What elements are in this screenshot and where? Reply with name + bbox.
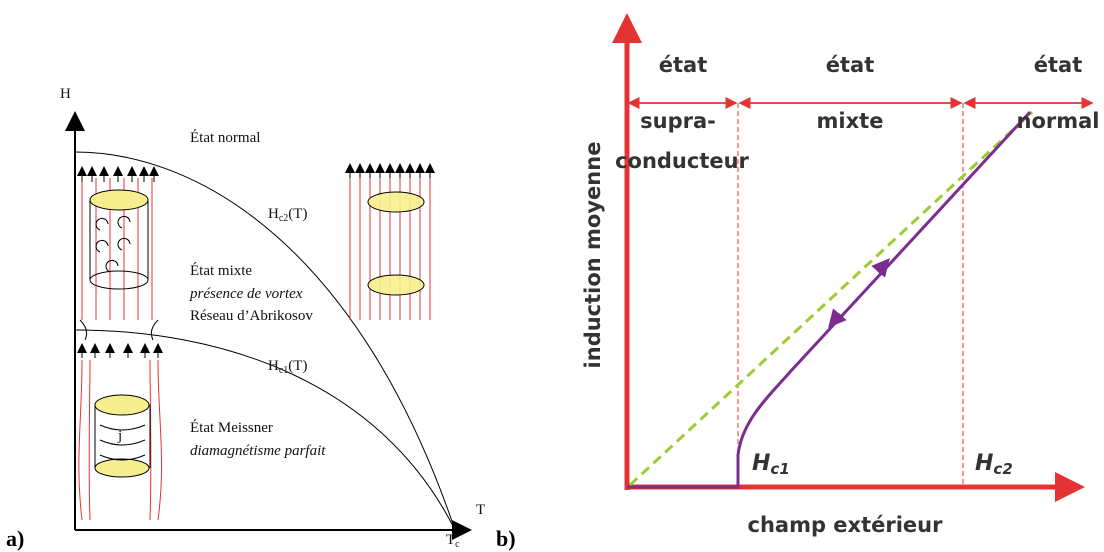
text-part: H (975, 451, 993, 476)
normal-state: État normal (190, 129, 260, 146)
current-label: j (117, 428, 122, 444)
text-part: c1 (279, 365, 288, 376)
region-label: état (826, 53, 875, 77)
t-label: T (476, 502, 485, 518)
hc2-label: Hc2(T) (268, 206, 307, 224)
y-axis-label: induction moyenne (581, 142, 605, 369)
h-label: H (60, 86, 71, 102)
linear-response (628, 110, 1034, 487)
induction-curve (627, 110, 1032, 489)
panel-a: H T Tc Hc2(T) Hc1(T) État normal État mi… (6, 86, 485, 551)
normal-inset (345, 163, 435, 320)
region-label: supra- (640, 109, 716, 133)
panel-label: b) (496, 526, 516, 551)
mixed-state-note: Réseau d’Abrikosov (190, 308, 313, 324)
curve-arrow (828, 308, 847, 328)
region-label: conducteur (615, 149, 749, 173)
x-axis-label: champ extérieur (748, 513, 944, 537)
text-part: c2 (279, 213, 288, 224)
region-label: état (1034, 53, 1083, 77)
text-part: (T) (288, 358, 307, 374)
curve-arrow (871, 258, 890, 278)
hc1-label: Hc1 (752, 451, 790, 478)
mixed-state: État mixte (190, 262, 252, 279)
text-part: H (752, 451, 770, 476)
text-part: H (268, 358, 279, 374)
tc-label: Tc (446, 532, 460, 550)
text-part: T (446, 532, 455, 548)
region-label: mixte (817, 109, 884, 133)
text-part: c1 (770, 460, 789, 478)
hc1-curve (74, 329, 456, 531)
panel-b: état supra- conducteur état mixte état n… (496, 13, 1100, 551)
text-part: (T) (288, 206, 307, 222)
mixed-state-note: présence de vortex (189, 286, 303, 302)
vortex-cylinder (77, 166, 159, 341)
meissner-cylinder: j (77, 343, 163, 521)
text-part: H (268, 206, 279, 222)
region-label: normal (1017, 109, 1100, 133)
hc2-curve (74, 151, 456, 531)
region-label: état (659, 53, 708, 77)
hc2-label: Hc2 (975, 451, 1013, 478)
meissner-state: État Meissner (190, 419, 273, 436)
hc1-label: Hc1(T) (268, 358, 307, 376)
text-part: c2 (993, 460, 1012, 478)
panel-label: a) (6, 526, 24, 551)
meissner-state-note: diamagnétisme parfait (190, 443, 326, 459)
text-part: c (455, 539, 460, 550)
